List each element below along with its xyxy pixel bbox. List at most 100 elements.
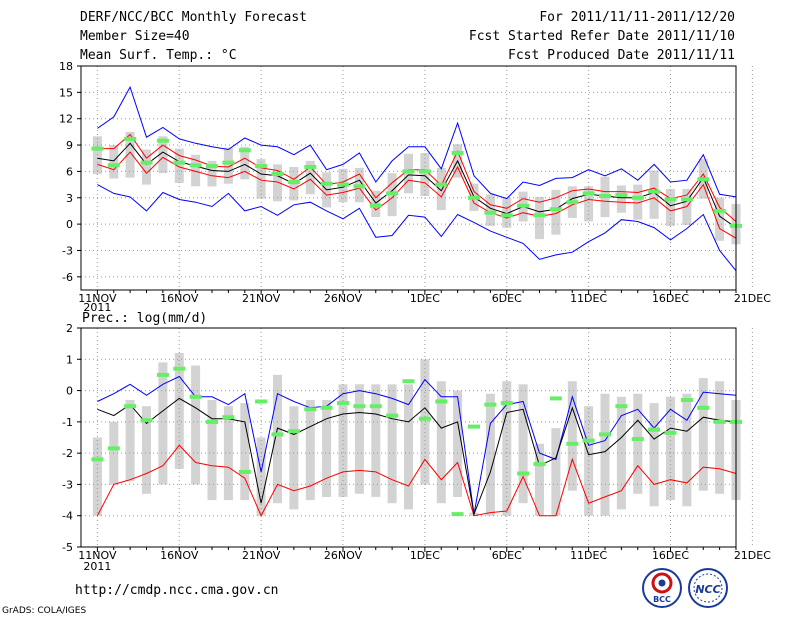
y-tick-label: 1 (66, 353, 73, 366)
ensemble-marker (353, 404, 366, 409)
forecast-produced-date: Fcst Produced Date 2011/11/11 (508, 48, 735, 63)
ensemble-marker (255, 399, 268, 404)
ensemble-marker (91, 146, 104, 151)
ensemble-marker (582, 191, 595, 196)
chart-title: DERF/NCC/BCC Monthly Forecast (80, 10, 307, 25)
x-tick-label: 6DEC (492, 292, 522, 305)
ensemble-marker (156, 138, 169, 143)
ensemble-marker (107, 163, 120, 168)
ensemble-box (158, 136, 168, 174)
ensemble-marker (189, 394, 202, 399)
y-tick-label: 9 (66, 139, 73, 152)
ensemble-box (142, 149, 151, 185)
ensemble-box (436, 381, 446, 504)
ensemble-marker (549, 396, 562, 401)
x-tick-label: 26NOV (324, 292, 363, 305)
ensemble-marker (566, 441, 579, 446)
ensemble-marker (156, 372, 169, 377)
source-url[interactable]: http://cmdp.ncc.cma.gov.cn (75, 583, 279, 598)
ensemble-box (223, 147, 233, 184)
ensemble-marker (631, 437, 644, 442)
ensemble-box (567, 381, 577, 491)
ensemble-marker (451, 151, 464, 155)
series-max-line (97, 85, 737, 200)
ensemble-box (715, 197, 725, 241)
ensemble-box (551, 428, 561, 516)
forecast-start-date: Fcst Started Refer Date 2011/11/10 (468, 29, 735, 44)
variable-label: Mean Surf. Temp.: °C (80, 48, 237, 63)
y-tick-label: 12 (59, 113, 73, 126)
ensemble-box (666, 189, 675, 226)
series-max-line (97, 375, 737, 515)
ensemble-marker (713, 419, 726, 424)
ensemble-marker (599, 194, 611, 198)
ensemble-marker (255, 164, 268, 169)
ensemble-box (453, 390, 463, 497)
x-tick-label: 11DEC (570, 292, 607, 305)
ensemble-marker (418, 169, 431, 174)
ensemble-box (420, 359, 430, 485)
y-tick-label: 0 (66, 218, 73, 231)
ensemble-box (485, 194, 495, 226)
series-mean-line (97, 397, 737, 516)
ensemble-marker (500, 401, 513, 406)
x-year-label: 2011 (83, 301, 111, 314)
forecast-period: For 2011/11/11-2011/12/20 (539, 10, 735, 25)
ensemble-marker (124, 136, 137, 141)
ensemble-marker (222, 160, 235, 165)
grads-credit: GrADS: COLA/IGES (2, 606, 87, 616)
ensemble-marker (320, 181, 333, 186)
series-upper-line (97, 133, 737, 222)
ensemble-marker (517, 203, 530, 208)
y-tick-label: -5 (62, 541, 73, 554)
ensemble-marker (517, 471, 530, 476)
ensemble-marker (369, 203, 382, 208)
x-tick-label: 1DEC (410, 292, 440, 305)
ensemble-box (240, 403, 250, 501)
ensemble-marker (615, 193, 628, 198)
ensemble-box (616, 185, 626, 213)
ensemble-marker (173, 160, 186, 165)
y-tick-label: 0 (66, 385, 73, 398)
ensemble-marker (468, 195, 480, 200)
series-min-line (96, 444, 737, 517)
x-tick-label: 21NOV (242, 549, 281, 562)
ensemble-marker (337, 182, 349, 187)
ensemble-marker (402, 169, 415, 174)
x-tick-label: 11NOV (78, 549, 117, 562)
ncc-logo: NCC (688, 568, 728, 608)
ensemble-box (518, 384, 528, 504)
ensemble-marker (697, 177, 710, 182)
y-tick-label: -3 (62, 478, 73, 491)
ensemble-box (436, 167, 446, 211)
ensemble-box (371, 384, 381, 497)
y-tick-label: -3 (62, 245, 73, 258)
ensemble-box (682, 393, 692, 507)
ensemble-marker (435, 399, 448, 404)
ensemble-marker (287, 180, 300, 184)
ensemble-marker (484, 210, 497, 215)
ensemble-marker (533, 213, 546, 218)
precip-title: Prec.: log(mm/d) (82, 311, 207, 326)
x-tick-label: 21DEC (734, 292, 771, 305)
chart-panel-2: -5 -4 -3 -2 -1 0 1 2 11NOV 16NOV 21NOV 26NOV 1DEC 6DE… (62, 311, 771, 573)
ensemble-box (322, 400, 332, 497)
ensemble-marker (648, 189, 661, 194)
ensemble-marker (468, 424, 480, 429)
x-tick-label: 21NOV (242, 292, 281, 305)
logos: BCC NCC (642, 568, 728, 608)
ensemble-box (502, 197, 512, 228)
ensemble-box (633, 393, 643, 494)
ensemble-marker (304, 165, 317, 169)
ensemble-marker (140, 160, 153, 165)
ensemble-marker (107, 446, 120, 451)
x-tick-label: 1DEC (410, 549, 440, 562)
x-tick-label: 6DEC (492, 549, 522, 562)
ensemble-box (273, 374, 282, 504)
series-lower-line (97, 151, 737, 239)
ensemble-box (142, 406, 151, 494)
ensemble-box (273, 164, 282, 202)
ensemble-marker (369, 404, 382, 409)
ensemble-box (649, 170, 659, 219)
